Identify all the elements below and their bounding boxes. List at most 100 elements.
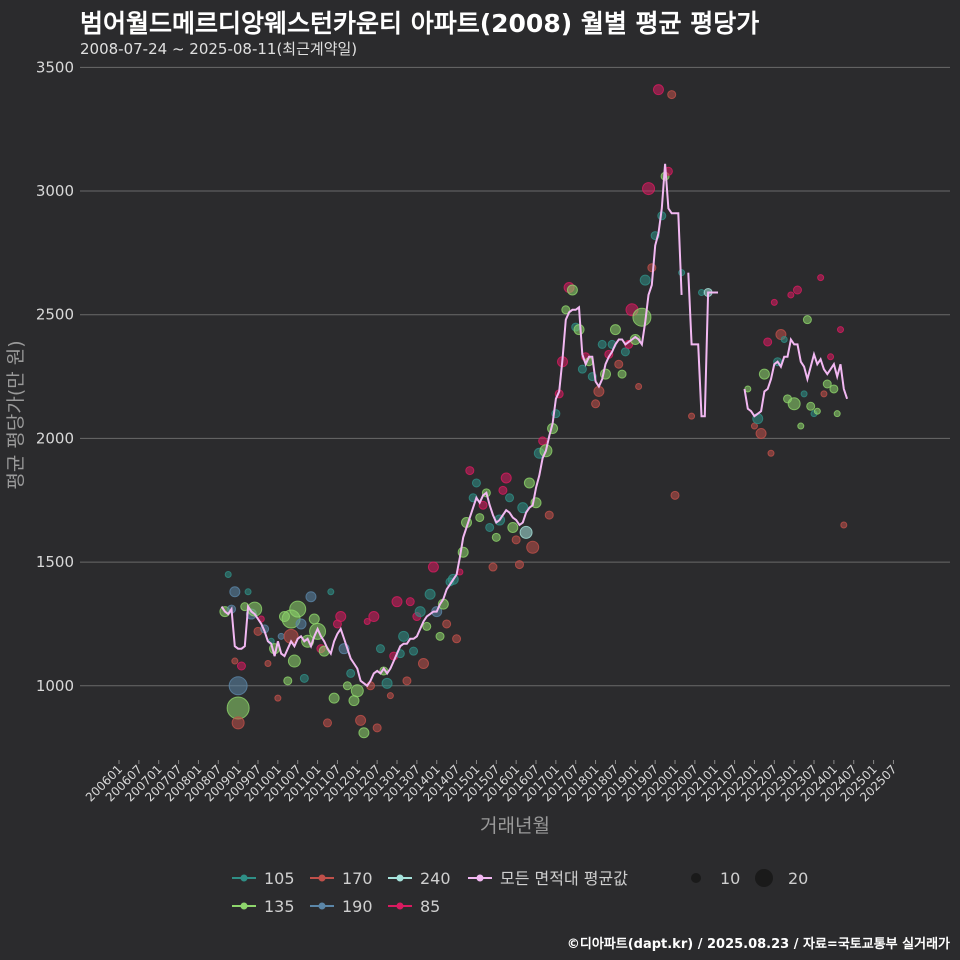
gridlines (80, 66, 950, 687)
data-point (519, 525, 533, 539)
data-point (424, 588, 436, 600)
legend-label: 105 (264, 869, 295, 888)
data-point (226, 696, 250, 720)
data-point (327, 588, 335, 596)
data-point (274, 694, 282, 702)
data-point (577, 364, 587, 374)
legend-label: 170 (342, 869, 373, 888)
data-point (514, 560, 524, 570)
data-point (277, 632, 285, 640)
data-point (391, 596, 403, 608)
data-point (287, 654, 301, 668)
data-point (840, 521, 848, 529)
x-axis-ticks: 2006012006072007012007072008012008072009… (83, 760, 900, 805)
data-point (614, 359, 624, 369)
data-point (471, 478, 481, 488)
legend-label: 240 (420, 869, 451, 888)
legend-marker (396, 874, 404, 882)
data-point (763, 337, 773, 347)
legend-marker (240, 874, 248, 882)
data-point (635, 382, 643, 390)
data-point (485, 522, 495, 532)
legend-item: 135 (232, 897, 295, 916)
data-point (405, 597, 415, 607)
average-line (220, 163, 849, 688)
data-point (597, 339, 607, 349)
data-point (386, 692, 394, 700)
data-point (652, 84, 664, 96)
data-point (505, 493, 515, 503)
legend-item: 240 (388, 869, 451, 888)
data-point (667, 90, 677, 100)
y-axis-ticks: 1000 1500 2000 2500 3000 3500 (36, 58, 74, 694)
data-point (670, 490, 680, 500)
data-point (452, 634, 462, 644)
y-tick-label: 2500 (36, 306, 74, 324)
data-point (342, 681, 352, 691)
data-point (417, 658, 429, 670)
data-point (427, 561, 439, 573)
data-point (244, 588, 252, 596)
data-point (409, 646, 419, 656)
data-point (264, 660, 272, 668)
data-point (295, 618, 307, 630)
data-point (368, 611, 380, 623)
y-axis-label: 평균 평당가(만 원) (5, 340, 27, 489)
data-point (800, 390, 808, 398)
data-point (780, 335, 788, 343)
data-point (688, 412, 696, 420)
legend-size-marker (755, 869, 773, 887)
data-point (414, 606, 426, 618)
legend-item: 190 (310, 897, 373, 916)
data-point (465, 466, 475, 476)
data-point (435, 631, 445, 641)
data-point (620, 347, 630, 357)
data-point (491, 532, 501, 542)
legend-size-marker (691, 873, 701, 883)
data-point (639, 274, 651, 286)
data-point (573, 324, 585, 336)
data-point (402, 676, 412, 686)
data-point (787, 291, 795, 299)
data-point (375, 644, 385, 654)
y-tick-label: 1000 (36, 677, 74, 695)
data-point (308, 613, 320, 625)
data-point (544, 510, 554, 520)
data-point (523, 477, 535, 489)
legend-item: 105 (232, 869, 295, 888)
data-point (820, 390, 828, 398)
data-point (442, 619, 452, 629)
data-point (629, 333, 641, 345)
data-point (299, 673, 309, 683)
data-point (617, 369, 627, 379)
legend-size-label: 20 (788, 869, 808, 888)
data-point (363, 617, 371, 625)
data-point (833, 410, 841, 418)
data-point (817, 274, 825, 282)
credit-line: ©디아파트(dapt.kr) / 2025.08.23 / 자료=국토교통부 실… (566, 937, 950, 952)
data-point (787, 397, 801, 411)
data-point (289, 600, 307, 618)
data-point (767, 449, 775, 457)
data-point (236, 661, 246, 671)
data-point (813, 407, 821, 415)
data-point (526, 540, 540, 554)
legend-size-label: 10 (720, 869, 740, 888)
data-point (758, 368, 770, 380)
data-point (507, 521, 519, 533)
data-point (647, 263, 657, 273)
data-point (566, 284, 578, 296)
legend-label: 135 (264, 897, 295, 916)
data-point (323, 718, 333, 728)
data-point (802, 315, 812, 325)
data-point (346, 668, 356, 678)
data-point (755, 427, 767, 439)
y-tick-label: 3500 (36, 58, 74, 76)
data-point (358, 727, 370, 739)
data-point (792, 285, 802, 295)
data-point (806, 401, 816, 411)
data-point (609, 324, 621, 336)
data-point (797, 422, 805, 430)
legend: 105 135 170 190 240 85 모든 면적대 평균값 10 20 (232, 869, 808, 916)
legend-label: 모든 면적대 평균값 (500, 869, 628, 888)
